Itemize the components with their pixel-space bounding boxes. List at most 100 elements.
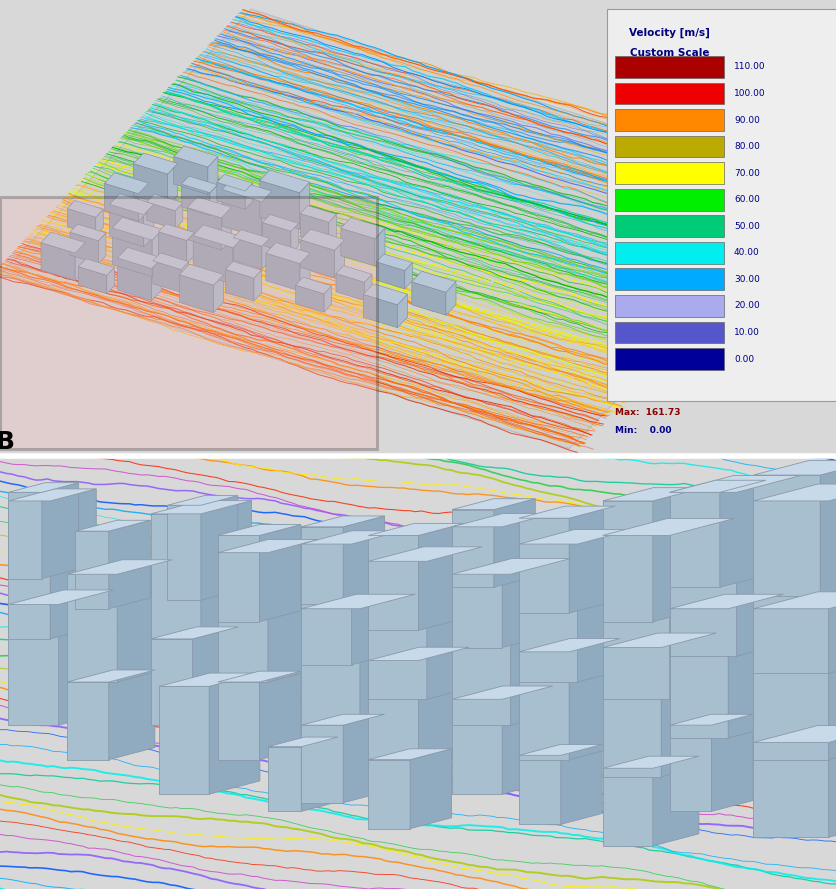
Polygon shape: [411, 282, 446, 316]
Polygon shape: [299, 182, 309, 229]
Bar: [614, 56, 723, 78]
Polygon shape: [146, 194, 182, 211]
Polygon shape: [376, 262, 405, 289]
Polygon shape: [259, 170, 309, 193]
Polygon shape: [451, 574, 510, 725]
Polygon shape: [186, 233, 194, 263]
Polygon shape: [451, 558, 570, 574]
Polygon shape: [107, 268, 115, 293]
Polygon shape: [181, 261, 189, 292]
Polygon shape: [217, 535, 259, 621]
Polygon shape: [364, 274, 371, 300]
Polygon shape: [752, 484, 836, 501]
Polygon shape: [95, 209, 103, 236]
Bar: [614, 322, 723, 343]
Polygon shape: [828, 725, 836, 837]
Polygon shape: [669, 594, 782, 609]
Polygon shape: [222, 179, 272, 202]
Polygon shape: [112, 228, 152, 276]
Polygon shape: [301, 725, 343, 803]
Polygon shape: [67, 670, 155, 682]
Polygon shape: [213, 275, 223, 313]
Polygon shape: [210, 185, 217, 216]
Polygon shape: [67, 209, 95, 236]
Polygon shape: [752, 461, 836, 475]
Polygon shape: [828, 592, 836, 759]
Polygon shape: [262, 191, 272, 238]
Text: 60.00: 60.00: [733, 196, 759, 204]
Polygon shape: [109, 520, 150, 609]
Polygon shape: [300, 205, 336, 222]
Polygon shape: [192, 627, 238, 725]
Bar: [614, 109, 723, 131]
Polygon shape: [167, 495, 237, 505]
Polygon shape: [410, 749, 451, 829]
Polygon shape: [329, 214, 336, 245]
Text: Custom Scale: Custom Scale: [630, 48, 708, 58]
Polygon shape: [518, 518, 568, 613]
Polygon shape: [133, 153, 177, 174]
Polygon shape: [253, 270, 261, 301]
Polygon shape: [397, 294, 407, 328]
Polygon shape: [518, 744, 602, 756]
Bar: [614, 188, 723, 211]
Polygon shape: [8, 590, 114, 605]
Polygon shape: [451, 686, 552, 700]
Polygon shape: [158, 224, 194, 240]
Text: Min:    0.00: Min: 0.00: [614, 426, 671, 436]
Polygon shape: [368, 524, 464, 535]
Text: 50.00: 50.00: [733, 221, 759, 231]
Polygon shape: [300, 213, 329, 245]
Polygon shape: [263, 222, 291, 254]
Polygon shape: [324, 286, 331, 312]
Bar: [614, 163, 723, 184]
Polygon shape: [368, 749, 451, 759]
Polygon shape: [340, 228, 375, 266]
Text: 90.00: 90.00: [733, 116, 759, 124]
Polygon shape: [301, 594, 415, 609]
Polygon shape: [334, 240, 344, 277]
Polygon shape: [301, 737, 338, 812]
Polygon shape: [233, 237, 262, 269]
Polygon shape: [418, 647, 468, 768]
Polygon shape: [368, 561, 426, 700]
Polygon shape: [368, 535, 418, 630]
Text: 110.00: 110.00: [733, 62, 765, 71]
Polygon shape: [150, 501, 251, 514]
Polygon shape: [301, 544, 351, 665]
Polygon shape: [153, 260, 181, 292]
Polygon shape: [268, 747, 301, 812]
Polygon shape: [351, 531, 401, 665]
Polygon shape: [736, 476, 800, 656]
Polygon shape: [222, 207, 232, 250]
Polygon shape: [451, 700, 502, 794]
Polygon shape: [268, 737, 338, 747]
Polygon shape: [8, 605, 59, 725]
Polygon shape: [59, 590, 114, 725]
Polygon shape: [518, 756, 560, 824]
Polygon shape: [752, 592, 836, 609]
Polygon shape: [518, 530, 632, 544]
Polygon shape: [99, 233, 106, 264]
Text: 100.00: 100.00: [733, 89, 765, 98]
Polygon shape: [301, 714, 384, 725]
Polygon shape: [117, 560, 172, 682]
Text: 20.00: 20.00: [733, 301, 759, 310]
Polygon shape: [669, 725, 711, 812]
Polygon shape: [301, 527, 343, 605]
Polygon shape: [411, 271, 456, 292]
Polygon shape: [112, 217, 162, 240]
Polygon shape: [179, 264, 223, 285]
Polygon shape: [299, 253, 309, 291]
Polygon shape: [222, 189, 262, 238]
Polygon shape: [109, 670, 155, 759]
Polygon shape: [568, 638, 619, 759]
Polygon shape: [262, 238, 269, 269]
Polygon shape: [510, 558, 570, 725]
Polygon shape: [117, 247, 161, 268]
Polygon shape: [209, 673, 259, 794]
Polygon shape: [518, 638, 619, 652]
Polygon shape: [110, 194, 154, 215]
Polygon shape: [335, 274, 364, 300]
Polygon shape: [179, 275, 213, 313]
